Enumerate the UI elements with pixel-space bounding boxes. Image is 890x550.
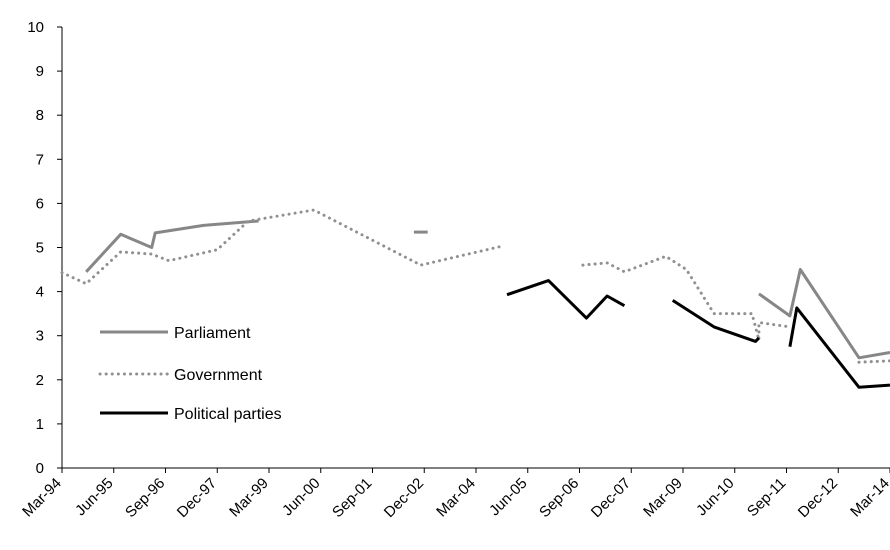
- legend-label-government: Government: [174, 367, 263, 384]
- y-tick-label: 7: [36, 151, 44, 168]
- government-line-segment: [581, 254, 792, 342]
- x-tick-label: Mar-14: [847, 475, 890, 521]
- y-axis-ticks: 0 1 2 3 4 5 6 7 8 9 10: [27, 19, 62, 477]
- x-tick-label: Dec-07: [588, 475, 634, 521]
- y-tick-label: 5: [36, 240, 44, 257]
- x-tick-label: Jun-10: [693, 475, 737, 519]
- x-tick-label: Mar-04: [433, 475, 479, 521]
- x-tick-label: Mar-94: [19, 475, 65, 521]
- y-tick-label: 0: [36, 460, 44, 477]
- legend-label-political-parties: Political parties: [174, 406, 282, 423]
- y-tick-label: 4: [36, 284, 44, 301]
- legend-label-parliament: Parliament: [174, 325, 251, 342]
- x-tick-label: Sep-01: [329, 475, 375, 521]
- x-tick-label: Dec-97: [174, 475, 220, 521]
- parliament-line-segment: [85, 219, 259, 273]
- x-tick-label: Dec-12: [795, 475, 841, 521]
- series-lines: [60, 208, 890, 389]
- y-tick-label: 10: [27, 19, 44, 36]
- political-parties-line-segment: [671, 299, 760, 343]
- x-tick-label: Dec-02: [381, 475, 427, 521]
- legend: Parliament Government Political parties: [98, 325, 282, 423]
- x-tick-label: Sep-06: [536, 475, 582, 521]
- axes: [61, 27, 890, 469]
- y-tick-label: 1: [36, 416, 44, 433]
- x-tick-label: Jun-95: [72, 475, 116, 519]
- y-tick-label: 8: [36, 107, 44, 124]
- x-tick-label: Mar-99: [226, 475, 272, 521]
- political-parties-line-segment: [506, 279, 626, 320]
- y-tick-label: 9: [36, 63, 44, 80]
- x-tick-label: Jun-05: [486, 475, 530, 519]
- y-tick-label: 6: [36, 195, 44, 212]
- government-line-segment: [60, 208, 502, 286]
- x-tick-label: Mar-09: [640, 475, 686, 521]
- government-line-segment: [857, 359, 890, 364]
- x-tick-label: Sep-96: [122, 475, 168, 521]
- x-tick-label: Sep-11: [744, 475, 789, 520]
- y-tick-label: 3: [36, 328, 44, 345]
- parliament-line-segment: [758, 268, 890, 360]
- x-tick-label: Jun-00: [279, 475, 323, 519]
- political-parties-line-segment: [788, 306, 890, 389]
- x-axis-ticks: Mar-94 Jun-95 Sep-96 Dec-97 Mar-99 Jun-00 Sep-…: [19, 468, 890, 521]
- y-tick-label: 2: [36, 372, 44, 389]
